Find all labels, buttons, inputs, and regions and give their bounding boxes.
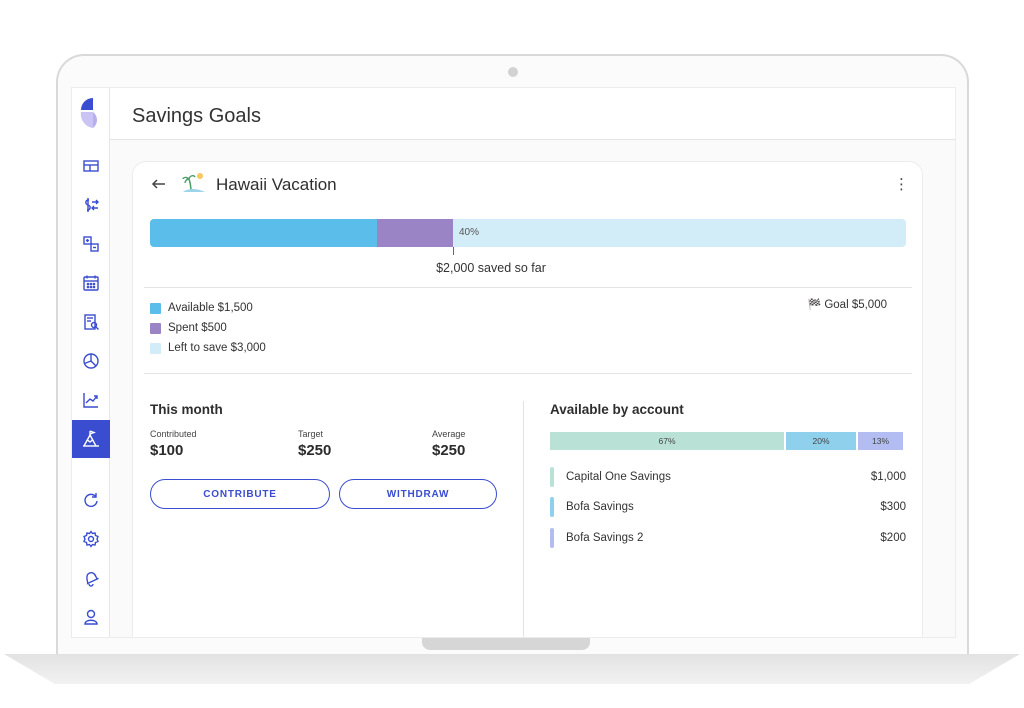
laptop-camera (508, 67, 518, 77)
stat-target: Target $250 (298, 429, 331, 459)
legend-label: Spent $500 (168, 322, 227, 334)
sidebar-item-notifications[interactable] (72, 559, 110, 597)
sidebar-item-transactions[interactable] (72, 186, 110, 224)
goal-card: Hawaii Vacation ⋮ 40% $2,000 saved so fa… (132, 161, 923, 637)
laptop-hinge (422, 638, 590, 650)
goal-title: Hawaii Vacation (216, 175, 337, 194)
stat-label: Average (432, 429, 466, 439)
sidebar (72, 88, 110, 637)
legend-item-spent: Spent $500 (150, 318, 266, 338)
account-distribution-bar: 67% 20% 13% (550, 432, 903, 450)
sidebar-item-settings[interactable] (72, 520, 110, 558)
progress-spent-segment (377, 219, 453, 247)
sidebar-item-refresh[interactable] (72, 481, 110, 519)
notifications-icon (86, 571, 100, 587)
legend-label: Available $1,500 (168, 302, 253, 314)
account-name: Bofa Savings 2 (566, 532, 644, 544)
back-arrow-icon[interactable] (151, 176, 167, 192)
stat-contributed: Contributed $100 (150, 429, 197, 459)
stat-label: Target (298, 429, 324, 439)
progress-legend: Available $1,500 Spent $500 Left to save… (150, 298, 266, 358)
available-by-account-title: Available by account (550, 402, 684, 417)
account-amount: $300 (880, 501, 906, 513)
divider (144, 373, 912, 374)
stat-value: $250 (432, 442, 466, 459)
calendar-icon (83, 275, 99, 291)
more-options-icon[interactable]: ⋮ (894, 176, 909, 193)
reports-icon (84, 314, 99, 330)
legend-item-available: Available $1,500 (150, 298, 266, 318)
budget-icon (83, 236, 99, 252)
progress-tick (453, 247, 454, 255)
legend-item-left-to-save: Left to save $3,000 (150, 338, 266, 358)
legend-swatch (150, 342, 161, 354)
refresh-icon (84, 493, 98, 507)
account-name: Capital One Savings (566, 471, 671, 483)
sidebar-item-profile[interactable] (72, 598, 110, 636)
app-screen: Savings Goals Hawaii Vacation ⋮ 40% (71, 87, 956, 638)
account-row[interactable]: Bofa Savings 2 $200 (550, 528, 906, 550)
savings-goals-icon (83, 430, 99, 447)
saved-so-far-text: $2,000 saved so far (436, 261, 546, 275)
pie-chart-icon (83, 353, 99, 369)
main-content: Hawaii Vacation ⋮ 40% $2,000 saved so fa… (110, 140, 955, 637)
goal-amount-label: Goal $5,000 (824, 298, 887, 311)
profile-icon (84, 609, 98, 625)
progress-percent-label: 40% (459, 227, 480, 238)
goal-card-header: Hawaii Vacation ⋮ (133, 162, 922, 206)
stat-value: $100 (150, 442, 184, 459)
settings-icon (83, 530, 99, 548)
legend-swatch (150, 302, 161, 314)
account-amount: $200 (880, 532, 906, 544)
section-divider (523, 401, 524, 637)
divider (144, 287, 912, 288)
sidebar-item-reports[interactable] (72, 303, 110, 341)
stat-value: $250 (298, 442, 332, 459)
sidebar-item-trends[interactable] (72, 381, 110, 419)
sidebar-item-calendar[interactable] (72, 264, 110, 302)
stat-average: Average $250 (432, 429, 465, 459)
trend-icon (83, 393, 98, 408)
withdraw-button[interactable]: WITHDRAW (339, 479, 497, 509)
account-bar-segment: 20% (786, 432, 856, 450)
sidebar-item-dashboard[interactable] (72, 147, 110, 185)
goal-amount: 🏁 Goal $5,000 (807, 298, 887, 312)
transactions-icon (85, 198, 99, 212)
this-month-title: This month (150, 402, 223, 417)
sidebar-item-savings-goals[interactable] (72, 420, 110, 458)
page-header: Savings Goals (110, 88, 955, 140)
account-row[interactable]: Capital One Savings $1,000 (550, 467, 906, 489)
account-color-marker (550, 528, 554, 548)
account-color-marker (550, 467, 554, 487)
stat-label: Contributed (150, 429, 197, 439)
account-bar-segment: 13% (858, 432, 903, 450)
dashboard-icon (83, 160, 99, 172)
legend-label: Left to save $3,000 (168, 342, 266, 354)
account-name: Bofa Savings (566, 501, 634, 513)
app-logo (80, 98, 97, 128)
checkered-flag-icon: 🏁 (807, 299, 822, 311)
account-bar-segment: 67% (550, 432, 784, 450)
page-title: Savings Goals (132, 105, 261, 127)
beach-icon (182, 173, 205, 193)
account-row[interactable]: Bofa Savings $300 (550, 497, 906, 519)
account-color-marker (550, 497, 554, 517)
goal-progress-bar: 40% (150, 219, 906, 247)
contribute-button[interactable]: CONTRIBUTE (150, 479, 330, 509)
laptop-base (4, 654, 1020, 684)
progress-available-segment (150, 219, 377, 247)
sidebar-item-pie[interactable] (72, 342, 110, 380)
legend-swatch (150, 322, 161, 334)
sidebar-item-budget[interactable] (72, 225, 110, 263)
account-amount: $1,000 (870, 471, 906, 483)
